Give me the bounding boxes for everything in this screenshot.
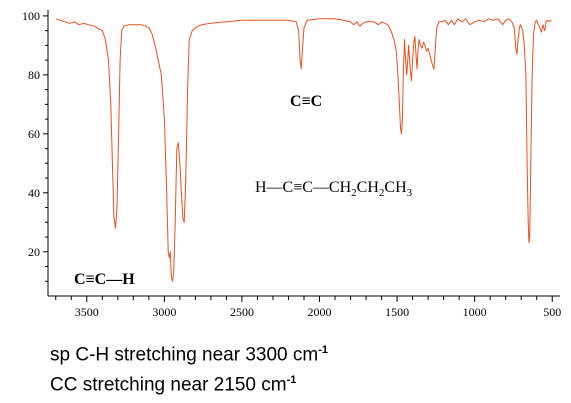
x-tick-label: 2500 <box>230 305 254 319</box>
y-axis-ticks: 20 40 60 80 100 <box>22 9 48 282</box>
x-tick-label: 3500 <box>75 305 99 319</box>
x-tick-label: 3000 <box>152 305 176 319</box>
x-tick-label: 1000 <box>463 305 487 319</box>
x-tick-label: 500 <box>543 305 561 319</box>
caption-2-superscript: -1 <box>286 374 297 386</box>
cch-bond-label: C≡C—H <box>74 271 135 288</box>
y-tick-label: 20 <box>28 245 40 259</box>
molecule-part-ch-mid: CH <box>357 179 380 196</box>
molecule-part-ch-end: CH <box>384 179 407 196</box>
cc-triple-bond-label: C≡C <box>290 93 322 110</box>
caption-1-text: sp C-H stretching near 3300 cm <box>50 344 319 366</box>
caption-cc-stretching: CC stretching near 2150 cm-1 <box>50 374 296 396</box>
x-tick-label: 1500 <box>385 305 409 319</box>
molecule-subscript-3: 3 <box>407 187 413 199</box>
molecule-subscript-2: 2 <box>379 187 385 199</box>
caption-1-superscript: -1 <box>318 344 329 356</box>
caption-sp-ch-stretching: sp C-H stretching near 3300 cm-1 <box>50 344 328 366</box>
caption-2-text: CC stretching near 2150 cm <box>50 374 287 396</box>
spectrum-line-series <box>55 18 552 282</box>
molecule-part-h-c-c-ch: H—C≡C—CH <box>255 179 352 196</box>
molecule-subscript-1: 2 <box>351 187 357 199</box>
y-tick-label: 60 <box>28 127 40 141</box>
x-axis-ticks: 3500 3000 2500 2000 1500 1000 500 <box>55 296 561 319</box>
y-tick-label: 100 <box>22 9 40 23</box>
y-tick-label: 80 <box>28 68 40 82</box>
molecule-formula: H—C≡C—CH2CH2CH3 <box>255 179 413 199</box>
y-tick-label: 40 <box>28 186 40 200</box>
x-tick-label: 2000 <box>308 305 332 319</box>
